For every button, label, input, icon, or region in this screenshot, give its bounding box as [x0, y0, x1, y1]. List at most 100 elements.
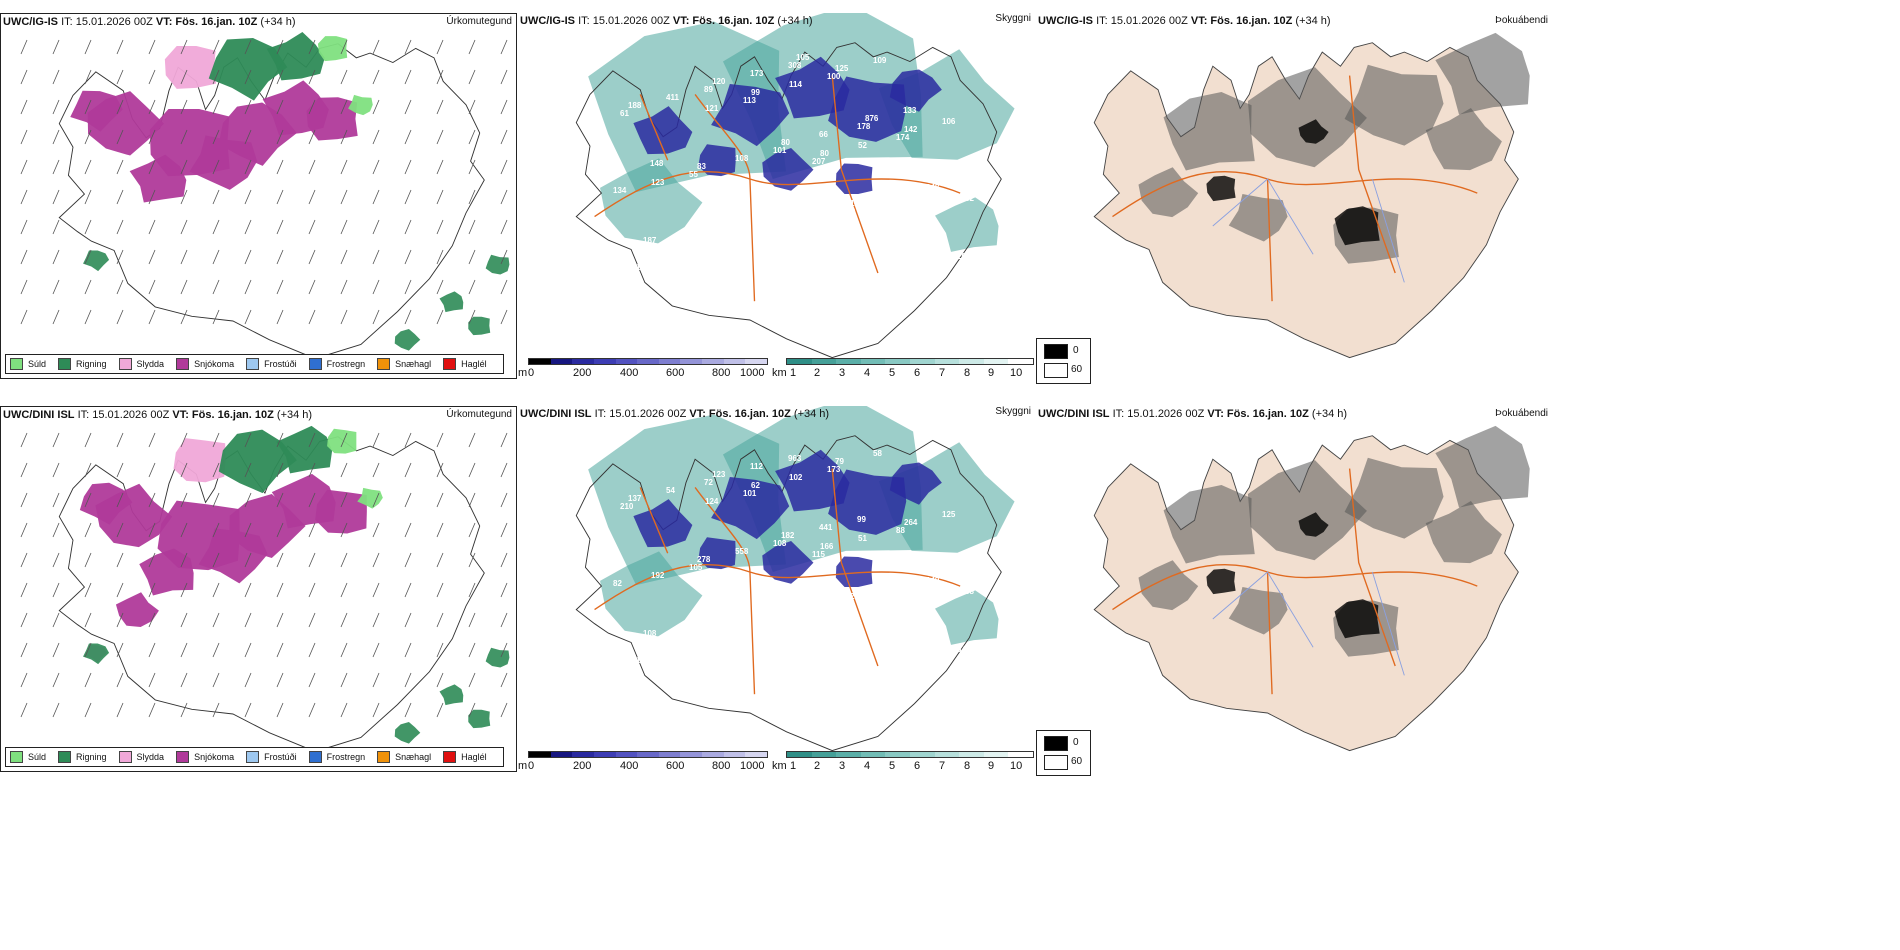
colorbar-segment: [680, 752, 703, 757]
precip-area: [173, 438, 226, 483]
colorbar-tick: 1000: [740, 367, 765, 379]
wind-barb: [52, 219, 60, 235]
fog-index-panel-top: UWC/IG-IS IT: 15.01.2026 00Z VT: Fös. 16…: [1036, 13, 1552, 413]
colorbar-segment: [983, 359, 1009, 364]
wind-barb: [372, 642, 380, 658]
wind-barb: [340, 219, 348, 235]
wind-barb: [180, 432, 188, 448]
wind-barb: [372, 99, 380, 115]
wind-barb: [276, 129, 284, 145]
wind-barb: [468, 309, 476, 325]
panel-variable-label: Úrkomutegund: [446, 409, 512, 420]
visibility-value-label: 62: [682, 247, 691, 256]
wind-barb: [372, 492, 380, 508]
wind-barb: [500, 219, 508, 235]
legend-swatch: [10, 751, 23, 763]
colorbar-strip: [528, 358, 768, 365]
visibility-value-label: 650: [804, 215, 818, 224]
wind-barb: [20, 99, 28, 115]
visibility-value-label: 108: [773, 539, 787, 548]
wind-barb: [148, 99, 156, 115]
wind-barb: [52, 159, 60, 175]
colorbar-segment: [934, 359, 960, 364]
wind-barb: [436, 249, 444, 265]
visibility-value-label: 864: [911, 661, 925, 670]
visibility-value-label: 99: [751, 88, 760, 97]
low-cloud-base-area: [711, 477, 790, 540]
wind-barb: [52, 522, 60, 538]
wind-barb: [244, 672, 252, 688]
wind-barb: [468, 462, 476, 478]
wind-barb: [308, 432, 316, 448]
visibility-value-label: 80: [781, 138, 790, 147]
visibility-value-label: 123: [712, 470, 726, 479]
precip-area: [276, 425, 333, 474]
wind-barb: [468, 99, 476, 115]
wind-barb: [212, 189, 220, 205]
wind-barb: [116, 552, 124, 568]
wind-barb: [436, 219, 444, 235]
wind-barb: [148, 702, 156, 718]
colorbar-tick: 800: [712, 367, 731, 379]
wind-barb: [52, 39, 60, 55]
low-cloud-base-area: [889, 462, 942, 505]
wind-barb: [468, 39, 476, 55]
fog-legend-swatch: [1044, 363, 1068, 378]
visibility-value-label: 102: [789, 473, 803, 482]
visibility-value-label: 121: [674, 648, 688, 657]
wind-barb: [276, 99, 284, 115]
wind-barb: [436, 492, 444, 508]
legend-item-snow-pellets: Snæhagl: [377, 751, 431, 763]
visibility-value-label: 100: [758, 231, 772, 240]
wind-barb: [436, 522, 444, 538]
wind-barb: [436, 672, 444, 688]
precip-area: [129, 154, 187, 203]
wind-barb: [436, 462, 444, 478]
visibility-value-label: 85: [927, 202, 936, 211]
wind-barb: [340, 249, 348, 265]
visibility-value-label: 148: [650, 159, 664, 168]
visibility-value-label: 174: [896, 133, 910, 142]
wind-barb: [244, 69, 252, 85]
colorbar-tick: 600: [666, 760, 685, 772]
wind-barb: [20, 219, 28, 235]
fog-index-area: [1298, 119, 1329, 144]
wind-barb: [148, 672, 156, 688]
fog-index-area: [1435, 32, 1530, 115]
visibility-value-label: 144: [766, 223, 780, 232]
legend-item-freezing-rain: Frostregn: [308, 358, 365, 370]
wind-barb: [404, 432, 412, 448]
wind-barb: [436, 159, 444, 175]
fog-index-area: [1228, 194, 1288, 242]
visibility-value-label: 58: [873, 449, 882, 458]
visibility-value-label: 133: [903, 106, 917, 115]
panel-title: UWC/IG-IS IT: 15.01.2026 00Z VT: Fös. 16…: [1038, 15, 1331, 27]
wind-barb: [180, 189, 188, 205]
wind-barb: [84, 582, 92, 598]
wind-barb: [148, 309, 156, 325]
colorbar-tick: 800: [712, 760, 731, 772]
visibility-value-label: 411: [666, 93, 679, 102]
visibility-value-label: 105: [796, 53, 810, 62]
wind-barb: [84, 219, 92, 235]
wind-barb: [372, 309, 380, 325]
iceland-map-group: [58, 425, 510, 753]
wind-barb: [244, 432, 252, 448]
low-cloud-base-area: [835, 163, 873, 195]
wind-barb: [308, 462, 316, 478]
wind-barb: [212, 279, 220, 295]
visibility-value-label: 138: [911, 268, 925, 277]
panel-variable-label: Þokuábendi: [1495, 15, 1548, 26]
wind-barb: [212, 249, 220, 265]
wind-barb: [436, 189, 444, 205]
wind-barb: [20, 582, 28, 598]
wind-barb: [404, 702, 412, 718]
visibility-value-label: 182: [781, 531, 795, 540]
legend-item-sleet: Slydda: [118, 751, 164, 763]
wind-barb: [84, 552, 92, 568]
colorbar-tick: 200: [573, 367, 592, 379]
wind-barb: [404, 642, 412, 658]
precip-area: [357, 487, 383, 509]
colorbar-segment: [787, 752, 812, 757]
precip-area: [315, 489, 367, 534]
